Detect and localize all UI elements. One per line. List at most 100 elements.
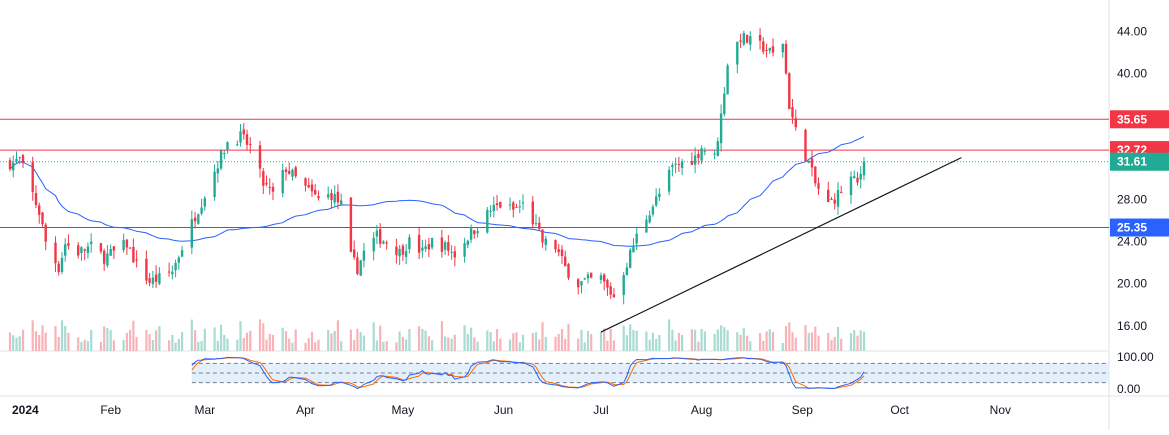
candle (44, 222, 47, 251)
candle (781, 43, 784, 58)
volume-bar (129, 329, 132, 351)
candle (379, 223, 382, 248)
volume-bar (60, 320, 64, 351)
volume-bar (726, 330, 729, 351)
volume-bar (538, 339, 541, 351)
volume-bar (495, 329, 499, 351)
candle (258, 140, 262, 178)
candle (31, 156, 34, 201)
volume-bar (759, 333, 762, 351)
volume-bar (103, 326, 106, 351)
volume-bar (109, 329, 112, 351)
candle (421, 239, 424, 258)
candle (723, 87, 726, 117)
candle (515, 204, 518, 208)
volume-bar (629, 324, 632, 351)
volume-bar (827, 332, 830, 351)
oscillator-tick-label: 0.00 (1117, 382, 1141, 396)
candle (307, 177, 310, 189)
volume-bar (268, 333, 271, 351)
volume-bar (327, 330, 330, 351)
price-tag: 31.61 (1110, 152, 1169, 171)
candle (41, 211, 44, 227)
candle (327, 186, 330, 200)
volume-bar (294, 329, 297, 351)
volume-bar (716, 329, 719, 351)
candle (330, 189, 333, 208)
volume-bar (694, 329, 697, 351)
candle (853, 170, 856, 179)
horizontal-levels (0, 118, 1109, 229)
volume-bar (853, 330, 856, 351)
trendline-layer (600, 157, 962, 333)
volume-bar (242, 338, 245, 351)
volume-bar (697, 341, 700, 351)
candle (132, 238, 135, 263)
candle (239, 124, 242, 147)
volume-bar (112, 340, 115, 351)
volume-bar (21, 329, 25, 351)
candle (554, 239, 557, 253)
volume-bar (606, 340, 609, 351)
svg-text:31.61: 31.61 (1117, 155, 1147, 169)
candle (629, 247, 632, 269)
volume-bar (382, 341, 385, 351)
candle (784, 40, 788, 75)
candle (18, 156, 21, 165)
candle (382, 240, 385, 245)
candle (417, 226, 421, 260)
volume-bar (700, 328, 703, 351)
candle (762, 37, 765, 55)
candle (242, 123, 245, 140)
candle (268, 178, 271, 195)
candle (197, 213, 200, 225)
volume-bar (54, 326, 57, 351)
volume-bar (771, 331, 775, 351)
candle (281, 163, 284, 198)
candle (648, 210, 651, 224)
candle (674, 157, 677, 174)
volume-bar (349, 329, 352, 351)
volume-bar (362, 335, 365, 351)
candle (671, 162, 674, 177)
volume-bar (379, 325, 382, 351)
volume-bar (781, 343, 784, 351)
candle (726, 63, 729, 95)
candle (54, 236, 57, 272)
volume-bar (83, 339, 86, 351)
time-axis-label: Jul (593, 403, 608, 417)
volume-bar (544, 336, 547, 351)
volume-bar (515, 332, 518, 351)
volume-bar (609, 328, 612, 351)
candle (599, 272, 603, 284)
volume-bar (333, 331, 336, 351)
volume-bar (580, 329, 583, 351)
stochastic-oscillator (191, 356, 1109, 390)
volume-bar (34, 331, 38, 351)
volume-bar (651, 332, 654, 351)
candle (856, 171, 859, 186)
time-axis-label: Oct (890, 403, 909, 417)
time-axis-label: Sep (792, 403, 814, 417)
candle (635, 227, 638, 250)
volume-bar (681, 334, 684, 351)
candle (807, 160, 810, 164)
candle (291, 168, 294, 181)
volume-bar (541, 322, 544, 351)
volume-bar (271, 334, 275, 351)
candle (541, 229, 544, 248)
volume-bar (453, 334, 456, 351)
trendline (600, 157, 962, 333)
candle (38, 202, 41, 224)
candle (203, 195, 206, 211)
candles (8, 28, 866, 305)
candle (430, 237, 434, 250)
volume-bar (720, 325, 723, 351)
candle (788, 72, 791, 110)
volume-bar (518, 342, 521, 351)
volume-bar (424, 330, 427, 351)
volume-bar (784, 326, 788, 351)
candle (86, 242, 90, 259)
candle (603, 273, 606, 291)
moving-average (9, 136, 865, 247)
